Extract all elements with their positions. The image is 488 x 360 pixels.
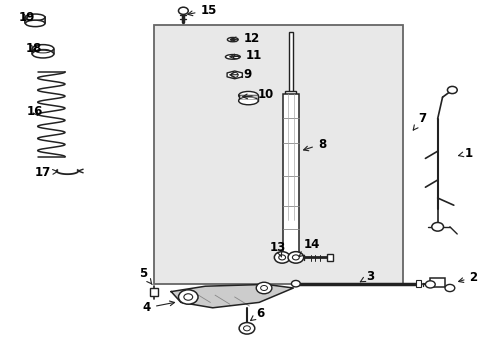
- Circle shape: [178, 290, 198, 304]
- Text: 1: 1: [458, 147, 472, 159]
- Ellipse shape: [233, 55, 239, 59]
- Text: 6: 6: [250, 307, 264, 320]
- Circle shape: [291, 280, 300, 287]
- Ellipse shape: [32, 50, 54, 58]
- Text: 19: 19: [19, 11, 35, 24]
- Bar: [326, 254, 333, 261]
- Text: 16: 16: [27, 105, 43, 118]
- Ellipse shape: [238, 91, 258, 99]
- Circle shape: [447, 86, 456, 94]
- Text: 9: 9: [229, 68, 251, 81]
- Text: 10: 10: [242, 88, 273, 101]
- Text: 17: 17: [34, 166, 57, 179]
- Circle shape: [243, 326, 250, 331]
- Ellipse shape: [25, 20, 45, 27]
- Circle shape: [431, 222, 443, 231]
- Circle shape: [178, 7, 188, 14]
- Text: 15: 15: [187, 4, 216, 17]
- Bar: [150, 288, 158, 296]
- Circle shape: [274, 252, 289, 263]
- Ellipse shape: [227, 37, 238, 42]
- Circle shape: [292, 255, 299, 260]
- Polygon shape: [226, 71, 242, 79]
- Text: 7: 7: [412, 112, 426, 130]
- Text: 4: 4: [142, 301, 174, 314]
- Text: 3: 3: [360, 270, 373, 283]
- Text: 12: 12: [231, 32, 259, 45]
- Ellipse shape: [225, 55, 240, 59]
- Bar: [429, 278, 444, 287]
- Circle shape: [231, 72, 238, 77]
- Text: 11: 11: [229, 49, 262, 62]
- Circle shape: [287, 252, 303, 263]
- Ellipse shape: [32, 45, 54, 53]
- Ellipse shape: [230, 39, 235, 41]
- Text: 18: 18: [25, 42, 41, 55]
- Text: 2: 2: [458, 271, 477, 284]
- Polygon shape: [171, 284, 293, 308]
- Ellipse shape: [238, 97, 258, 105]
- Bar: [415, 280, 420, 287]
- Text: 5: 5: [139, 267, 152, 284]
- Circle shape: [444, 284, 454, 292]
- Text: 8: 8: [303, 138, 325, 151]
- Circle shape: [239, 323, 254, 334]
- Bar: [288, 32, 293, 94]
- Circle shape: [256, 282, 271, 294]
- Text: 13: 13: [269, 241, 285, 257]
- Bar: [32, 49, 54, 54]
- Bar: [285, 91, 296, 96]
- Circle shape: [425, 281, 434, 288]
- Circle shape: [278, 255, 285, 260]
- Text: 14: 14: [299, 238, 320, 257]
- Bar: [238, 95, 258, 100]
- Bar: [25, 17, 45, 23]
- Circle shape: [260, 285, 267, 291]
- Bar: [154, 25, 403, 284]
- Ellipse shape: [25, 14, 45, 21]
- Circle shape: [183, 294, 192, 300]
- Bar: [283, 94, 298, 259]
